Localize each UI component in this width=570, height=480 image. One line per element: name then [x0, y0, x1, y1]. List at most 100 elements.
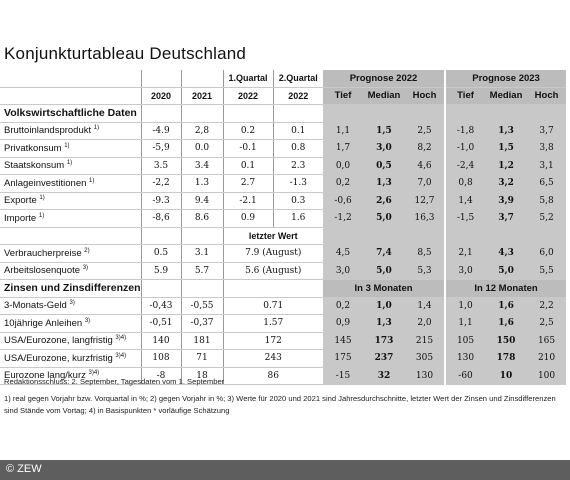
table-cell: 5,0	[485, 262, 528, 280]
header-median: Median	[363, 87, 405, 105]
header-year: 2020	[140, 87, 181, 105]
table-cell: -1,2	[323, 209, 363, 228]
table-row: Bruttoinlandsprodukt 1) -4.9 2,8 0.2 0.1 1,1 1…	[0, 122, 567, 140]
table-cell: -2,2	[140, 174, 181, 193]
footnote-definitions: 1) real gegen Vorjahr bzw. Vorquartal in…	[4, 393, 556, 416]
header-median: Median	[485, 87, 528, 105]
table-cell: 2,0	[405, 314, 446, 333]
section-row: letzter Wert	[0, 227, 567, 245]
table-cell: -0,37	[180, 314, 223, 333]
table-cell: 4,6	[405, 157, 446, 175]
header-tief: Tief	[444, 87, 486, 105]
table-cell: 6,0	[527, 244, 567, 263]
table-cell: 237	[363, 349, 405, 368]
table-cell: 18	[180, 367, 223, 385]
row-label: 3-Monats-Geld 3)	[0, 297, 141, 315]
table-row: 3-Monats-Geld 3) -0,43 -0,55 0.71 0,2 1,0 1,4 1…	[0, 297, 567, 315]
table-cell: 305	[405, 349, 446, 368]
table-cell: 150	[485, 332, 528, 350]
table-cell: 1,0	[363, 297, 405, 315]
footnote-marker: 3)	[84, 317, 91, 324]
footnote-marker: 3)	[69, 300, 75, 307]
table-cell: 105	[444, 332, 486, 350]
table-cell: 1,0	[444, 297, 486, 315]
row-label-text: Eurozone lang/kurz	[4, 370, 86, 382]
table-cell: -5,9	[140, 139, 181, 158]
section-row: Zinsen und Zinsdifferenzen In 3 Monaten …	[0, 279, 567, 298]
table-cell: 3,2	[485, 174, 528, 193]
table-row: Staatskonsum 1) 3.5 3.4 0.1 2.3 0,0 0,5 4,6 -2,4…	[0, 157, 567, 175]
footnote-marker: 1)	[89, 177, 95, 184]
table-cell: -0,51	[140, 314, 181, 333]
table-cell: 1,6	[485, 314, 528, 333]
table-cell: -0,6	[323, 192, 363, 210]
table-cell: 175	[323, 349, 363, 368]
table-cell: 5,5	[527, 262, 567, 280]
table-cell: 2,6	[363, 192, 405, 210]
table-cell: 3,0	[363, 139, 405, 158]
table-cell: 5,3	[405, 262, 446, 280]
table-cell: 7.9 (August)	[222, 244, 323, 263]
row-label: Eurozone lang/kurz 3)4)	[0, 367, 141, 385]
table-cell: 86	[222, 367, 323, 385]
table-cell: 173	[363, 332, 405, 350]
table-cell: 243	[222, 349, 323, 368]
table-cell: -0,55	[180, 297, 223, 315]
table-cell: 3.1	[180, 244, 223, 263]
footnote-marker: 1)	[64, 142, 70, 149]
header-q2: 2.Quartal	[272, 70, 323, 88]
table-cell: 2,5	[527, 314, 567, 333]
table-cell: 1,3	[363, 174, 405, 193]
row-label: Verbraucherpreise 2)	[0, 244, 141, 263]
table-cell: 5,2	[527, 209, 567, 228]
table-cell: 8,5	[405, 244, 446, 263]
table-cell: 165	[527, 332, 567, 350]
row-label-text: 10jährige Anleihen	[4, 317, 83, 329]
header-year: 2022	[272, 87, 323, 105]
table-row: Verbraucherpreise 2) 0.5 3.1 7.9 (August) 4,…	[0, 244, 567, 263]
forecast-table: 1.Quartal 2.Quartal Prognose 2022 Progno…	[0, 70, 570, 385]
table-cell: 0.71	[222, 297, 323, 315]
table-cell: 145	[323, 332, 363, 350]
table-cell: 5.7	[180, 262, 223, 280]
footnote-marker: 3)4)	[115, 352, 127, 359]
table-cell: 1.3	[180, 174, 223, 193]
section-zinsen: Zinsen und Zinsdifferenzen	[0, 279, 141, 298]
table-row: USA/Eurozone, langfristig 3)4) 140 181 172 1…	[0, 332, 567, 350]
header-in-3-monaten: In 3 Monaten	[323, 279, 446, 298]
row-label-text: USA/Eurozone, kurzfristig	[4, 352, 113, 364]
copyright-bar: © ZEW	[0, 460, 570, 480]
table-cell: 1,4	[405, 297, 446, 315]
table-row: Privatkonsum 1) -5,9 0.0 -0.1 0.8 1,7 3,0 8,2 -1…	[0, 139, 567, 158]
table-cell: 16,3	[405, 209, 446, 228]
footnote-marker: 3)	[82, 265, 89, 272]
copyright-text: © ZEW	[6, 463, 42, 475]
table-cell: -1,5	[444, 209, 486, 228]
table-cell: 3,0	[323, 262, 363, 280]
table-cell: -4.9	[140, 122, 181, 140]
table-cell: 8,2	[405, 139, 446, 158]
table-cell: 5,0	[363, 209, 405, 228]
table-cell: 1,1	[444, 314, 486, 333]
table-cell: -9.3	[140, 192, 181, 210]
table-cell: 3,8	[527, 139, 567, 158]
table-cell: 4,3	[485, 244, 528, 263]
table-cell: -15	[323, 367, 363, 385]
table-cell: 0.1	[272, 122, 323, 140]
row-label-text: Anlageinvestitionen	[4, 177, 87, 189]
table-cell: -1.3	[272, 174, 323, 193]
table-cell: -0.1	[222, 139, 273, 158]
table-cell: 130	[444, 349, 486, 368]
table-cell: 108	[140, 349, 181, 368]
header-q1: 1.Quartal	[222, 70, 273, 88]
table-cell: 0.5	[140, 244, 181, 263]
row-label: 10jährige Anleihen 3)	[0, 314, 141, 333]
table-cell: 2.3	[272, 157, 323, 175]
table-cell: 140	[140, 332, 181, 350]
footnote-marker: 1)	[66, 160, 73, 167]
table-cell: 12,7	[405, 192, 446, 210]
table-cell: 32	[363, 367, 405, 385]
row-label: Importe 1)	[0, 209, 141, 228]
table-cell: 1,3	[485, 122, 528, 140]
table-row: Eurozone lang/kurz 3)4) -8 18 86 -15 32 130 -60…	[0, 367, 567, 385]
